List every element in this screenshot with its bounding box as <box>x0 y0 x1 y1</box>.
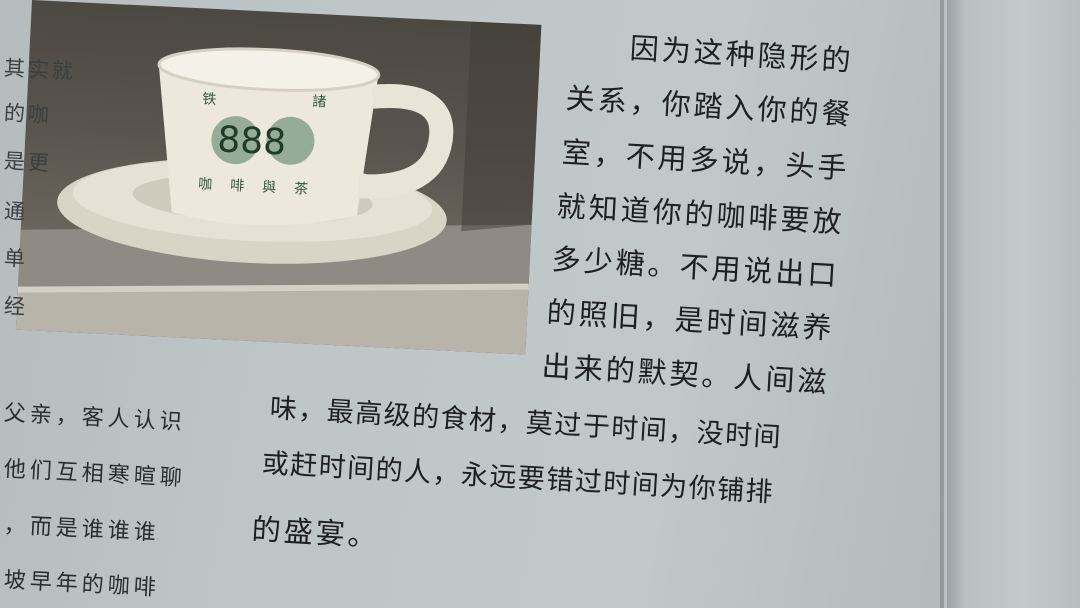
main-text-line-1: 因为这种隐形的 <box>628 31 855 78</box>
main-text-line-6: 的照旧，是时间滋养 <box>545 295 836 346</box>
cup-illustration: 铁 諸 888 咖啡與茶 <box>15 21 542 355</box>
next-page-edge <box>940 0 1080 608</box>
left-fragment-3: 是更 <box>3 149 53 176</box>
cup-print-bottom: 咖啡與茶 <box>198 176 327 198</box>
left-fragment-4: 通 <box>3 199 29 225</box>
main-text-line-7: 出来的默契。人间滋 <box>540 349 831 400</box>
main-text-line-3: 室，不用多说，头手 <box>560 135 851 186</box>
coffee-cup-photo: 铁 諸 888 咖啡與茶 <box>15 0 542 355</box>
cup-print-top-left: 铁 <box>202 91 217 108</box>
left-bottom-line-1: 父亲，客人认识 <box>3 401 187 436</box>
main-text-line-2: 关系，你踏入你的餐 <box>564 81 855 132</box>
left-bottom-line-4: 坡早年的咖啡 <box>3 568 161 602</box>
left-fragment-2: 的咖 <box>3 101 53 128</box>
main-text-line-8: 味，最高级的食材，莫过于时间，没时间 <box>268 393 783 454</box>
page-edge-highlight <box>944 0 947 608</box>
left-bottom-line-2: 他们互相寒暄聊 <box>3 457 187 492</box>
main-text-line-10: 的盛宴。 <box>250 512 381 554</box>
cup-print-number: 888 <box>216 119 287 163</box>
left-bottom-line-3: ，而是谁谁谁 <box>3 513 161 547</box>
main-text-line-5: 多少糖。不用说出口 <box>550 242 841 293</box>
main-text-line-4: 就知道你的咖啡要放 <box>555 189 846 240</box>
left-fragment-6: 经 <box>3 294 29 320</box>
left-fragment-1: 其实就 <box>3 56 77 84</box>
book-page: 铁 諸 888 咖啡與茶 其实就 的咖 是更 通 单 经 父亲，客人认识 他们互… <box>0 0 948 608</box>
main-text-line-9: 或赶时间的人，永远要错过时间为你铺排 <box>260 448 775 509</box>
left-fragment-5: 单 <box>3 246 29 272</box>
cup-print-top-right: 諸 <box>312 94 327 111</box>
